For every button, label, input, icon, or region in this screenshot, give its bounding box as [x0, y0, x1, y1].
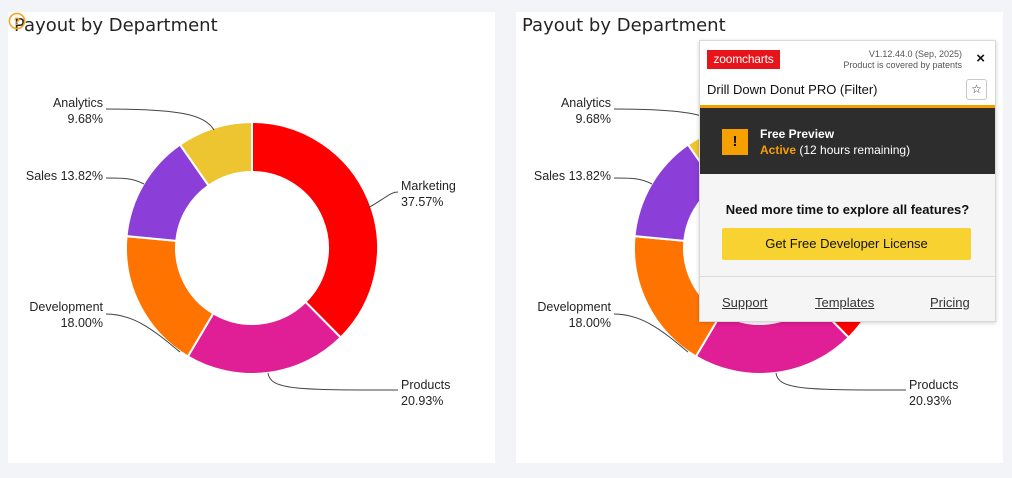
preview-status: Active (12 hours remaining) — [760, 143, 910, 157]
data-label-products: Products — [909, 378, 958, 392]
leader-line-sales — [105, 177, 145, 185]
templates-link[interactable]: Templates — [815, 295, 875, 310]
product-name: Drill Down Donut PRO (Filter) — [707, 82, 878, 97]
leader-line-development — [613, 313, 689, 353]
data-label-products: 20.93% — [401, 394, 443, 408]
svg-text:?: ? — [14, 16, 21, 28]
data-label-products: Products — [401, 378, 450, 392]
slice-analytics[interactable] — [178, 120, 253, 188]
popup-header: zoomcharts V1.12.44.0 (Sep, 2025) Produc… — [700, 41, 995, 105]
upgrade-prompt: Need more time to explore all features? — [725, 202, 970, 217]
data-label-analytics: Analytics — [561, 96, 611, 110]
data-label-development: Development — [537, 300, 611, 314]
data-label-development: 18.00% — [569, 316, 611, 330]
close-icon[interactable]: × — [976, 50, 985, 67]
leader-line-development — [105, 313, 181, 353]
chart-title: Payout by Department — [522, 15, 726, 36]
data-label-development: 18.00% — [61, 316, 103, 330]
accent-bar — [700, 105, 995, 108]
version-info: V1.12.44.0 (Sep, 2025) Product is covere… — [843, 49, 962, 71]
version-text: V1.12.44.0 (Sep, 2025) — [868, 49, 962, 59]
data-label-sales: Sales 13.82% — [534, 169, 611, 183]
left-chart-panel: Payout by Department Marketing 37.57% Prod… — [8, 12, 495, 463]
help-icon[interactable]: ? — [8, 12, 26, 30]
data-label-marketing: Marketing — [401, 179, 456, 193]
patent-text: Product is covered by patents — [843, 60, 962, 70]
donut-chart[interactable]: Marketing 37.57% Products 20.93% Development… — [8, 12, 495, 463]
remaining-time: (12 hours remaining) — [799, 143, 911, 157]
active-label: Active — [760, 143, 797, 157]
preview-status-band: ! Free Preview Active (12 hours remainin… — [700, 108, 995, 174]
leader-line-products — [775, 372, 907, 391]
data-label-marketing: 37.57% — [401, 195, 443, 209]
slice-marketing[interactable] — [251, 120, 379, 339]
data-label-analytics: Analytics — [53, 96, 103, 110]
free-preview-title: Free Preview — [760, 127, 835, 141]
warning-icon: ! — [722, 129, 748, 155]
leader-line-marketing — [367, 191, 399, 209]
license-popup: zoomcharts V1.12.44.0 (Sep, 2025) Produc… — [699, 40, 996, 322]
data-label-analytics: 9.68% — [68, 112, 103, 126]
leader-line-products — [267, 372, 399, 391]
data-label-development: Development — [29, 300, 103, 314]
chart-title: Payout by Department — [14, 15, 218, 36]
get-license-button[interactable]: Get Free Developer License — [722, 228, 971, 260]
data-label-products: 20.93% — [909, 394, 951, 408]
data-label-sales: Sales 13.82% — [26, 169, 103, 183]
star-icon[interactable]: ☆ — [966, 79, 987, 100]
support-link[interactable]: Support — [722, 295, 768, 310]
data-label-analytics: 9.68% — [576, 112, 611, 126]
leader-line-analytics — [105, 108, 215, 131]
leader-line-sales — [613, 177, 653, 185]
divider — [700, 276, 995, 277]
zoomcharts-logo: zoomcharts — [707, 50, 780, 69]
pricing-link[interactable]: Pricing — [930, 295, 970, 310]
